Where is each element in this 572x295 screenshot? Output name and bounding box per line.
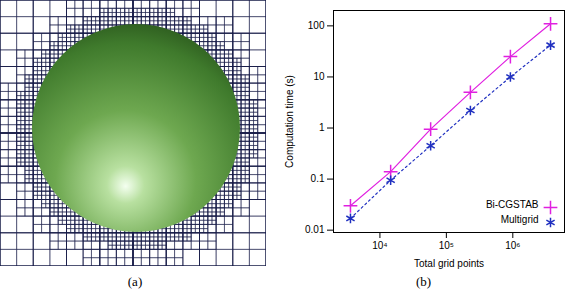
svg-text:Computation time (s): Computation time (s) <box>284 75 295 168</box>
svg-text:Total grid points: Total grid points <box>414 258 484 269</box>
html-text:(b): (b) <box>415 274 432 289</box>
svg-text:1: 1 <box>319 122 325 133</box>
svg-text:0.1: 0.1 <box>311 173 325 184</box>
svg-text:10⁴: 10⁴ <box>372 240 387 251</box>
html-text:(a): (a) <box>127 274 143 289</box>
svg-text:Bi-CGSTAB: Bi-CGSTAB <box>486 199 539 210</box>
svg-text:10: 10 <box>313 71 325 82</box>
svg-text:10⁶: 10⁶ <box>505 240 520 251</box>
svg-text:Multigrid: Multigrid <box>501 214 539 225</box>
svg-text:0.01: 0.01 <box>305 224 325 235</box>
svg-text:10⁵: 10⁵ <box>439 240 454 251</box>
svg-text:100: 100 <box>308 20 325 31</box>
